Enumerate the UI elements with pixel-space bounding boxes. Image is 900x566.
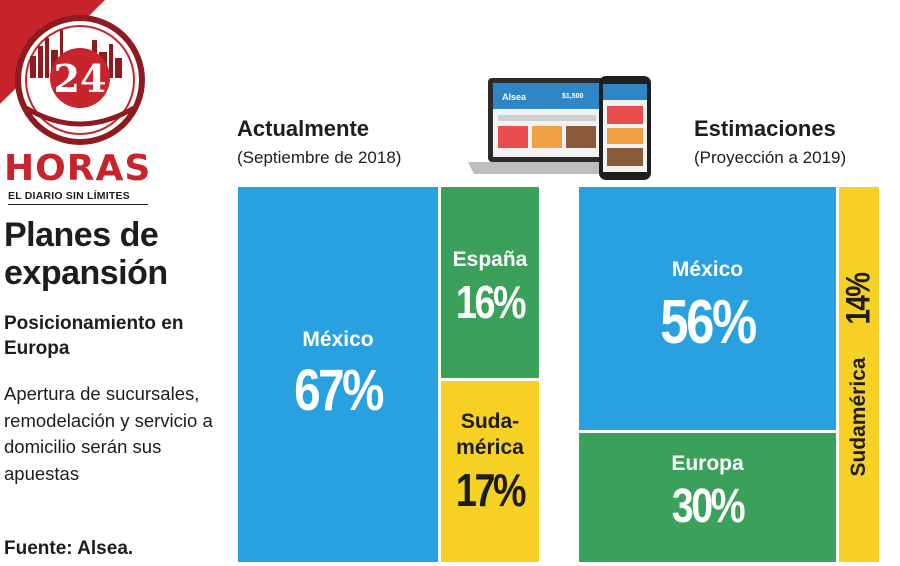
source-note: Fuente: Alsea. — [4, 538, 134, 559]
treemap-actual-mexico-label: México — [302, 328, 374, 351]
treemap-estimate-sudamerica: Sudamérica 14% — [839, 187, 879, 562]
treemap-actual-sudamerica-label: Suda- mérica — [456, 410, 524, 459]
laptop-screen-price: $1,500 — [562, 93, 584, 100]
treemap-actual-espana: España 16% — [441, 187, 539, 378]
chart-estimate-title: Estimaciones — [694, 116, 836, 141]
devices-illustration: Alsea $1,500 — [468, 76, 651, 180]
treemap-estimate-sudamerica-label: Sudamérica — [847, 357, 870, 477]
treemap-estimate-mexico-value: 56% — [660, 288, 757, 357]
treemap-actual-mexico: México 67% — [238, 187, 438, 562]
chart-estimate-subtitle: (Proyección a 2019) — [694, 148, 847, 167]
treemap-estimate-sudamerica-value: 14% — [839, 273, 878, 325]
treemap-actual-mexico-value: 67% — [294, 358, 384, 423]
treemap-actual-sudamerica-value: 17% — [455, 464, 527, 516]
logo-center-disc — [50, 48, 110, 108]
treemap-actual-sudamerica: Suda- mérica 17% — [441, 381, 539, 562]
treemap-estimate-europa: Europa 30% — [579, 433, 836, 562]
brand-tagline: EL DIARIO SIN LÍMITES — [8, 190, 130, 202]
laptop-base — [468, 162, 626, 174]
page-subtitle: Posicionamiento en Europa — [4, 313, 184, 359]
treemap-estimate-europa-value: 30% — [671, 480, 746, 533]
brand-divider — [8, 204, 148, 205]
laptop-screen-logo: Alsea — [502, 92, 527, 102]
page-description: Apertura de sucursales, remodelación y s… — [4, 383, 213, 484]
chart-actual-subtitle: (Septiembre de 2018) — [237, 148, 402, 167]
treemap-estimate-mexico-label: México — [671, 258, 744, 281]
treemap-actual-espana-value: 16% — [455, 276, 527, 328]
treemap-estimate-europa-label: Europa — [671, 452, 744, 475]
treemap-estimate-mexico: México 56% — [579, 187, 836, 430]
chart-actual-title: Actualmente — [237, 116, 370, 141]
brand-name: HORAS — [4, 148, 152, 189]
treemap-actual-espana-label: España — [452, 248, 528, 271]
24-horas-logo: 24 — [0, 0, 145, 145]
page-title: Planes de expansión — [4, 216, 168, 292]
logo-number: 24 — [54, 56, 107, 101]
